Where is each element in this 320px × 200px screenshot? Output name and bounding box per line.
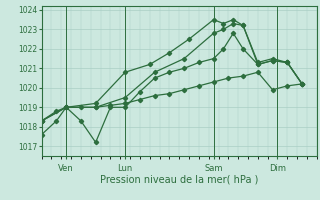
- X-axis label: Pression niveau de la mer( hPa ): Pression niveau de la mer( hPa ): [100, 174, 258, 184]
